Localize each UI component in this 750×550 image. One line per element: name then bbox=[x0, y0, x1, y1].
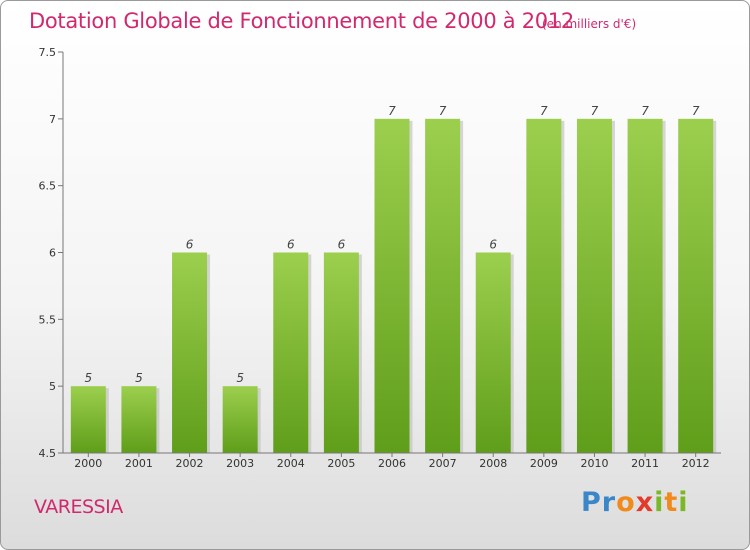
bar-value-label: 5 bbox=[84, 371, 92, 385]
bar-value-label: 7 bbox=[540, 104, 548, 118]
bar-value-label: 6 bbox=[338, 238, 346, 252]
unit-label: (en milliers d'€) bbox=[542, 17, 637, 31]
bar-value-label: 5 bbox=[135, 371, 143, 385]
bar bbox=[273, 252, 309, 453]
x-tick-label: 2012 bbox=[682, 457, 710, 470]
x-tick-label: 2004 bbox=[277, 457, 305, 470]
logo-letter: i bbox=[654, 487, 665, 518]
bar-value-label: 7 bbox=[692, 104, 700, 118]
y-tick-label: 6 bbox=[49, 247, 56, 260]
bar bbox=[576, 118, 612, 453]
y-tick-label: 7 bbox=[49, 113, 56, 126]
bar-value-label: 6 bbox=[489, 238, 497, 252]
bar bbox=[374, 118, 410, 453]
logo-letter: r bbox=[601, 487, 617, 518]
commune-name: VARESSIA bbox=[34, 496, 123, 518]
bar-value-label: 7 bbox=[591, 104, 599, 118]
x-tick-label: 2008 bbox=[479, 457, 507, 470]
bar bbox=[475, 252, 511, 453]
y-tick-label: 4.5 bbox=[39, 447, 57, 460]
logo-letter: P bbox=[581, 487, 602, 518]
logo-letter: x bbox=[635, 487, 655, 518]
bar-value-label: 6 bbox=[287, 238, 295, 252]
y-tick-label: 5 bbox=[49, 380, 56, 393]
x-tick-label: 2005 bbox=[327, 457, 355, 470]
logo-letter: i bbox=[678, 487, 689, 518]
x-tick-label: 2009 bbox=[530, 457, 558, 470]
bar-value-label: 7 bbox=[439, 104, 447, 118]
bar bbox=[526, 118, 562, 453]
bar bbox=[172, 252, 208, 453]
x-tick-label: 2010 bbox=[580, 457, 608, 470]
bar-value-label: 5 bbox=[236, 371, 244, 385]
x-tick-label: 2001 bbox=[125, 457, 153, 470]
x-tick-label: 2007 bbox=[429, 457, 457, 470]
y-tick-label: 5.5 bbox=[39, 313, 57, 326]
bar-value-label: 7 bbox=[388, 104, 396, 118]
bar bbox=[121, 386, 157, 453]
x-tick-label: 2002 bbox=[176, 457, 204, 470]
chart-title: Dotation Globale de Fonctionnement de 20… bbox=[29, 9, 574, 33]
bar bbox=[425, 118, 461, 453]
y-tick-label: 7.5 bbox=[39, 46, 57, 59]
logo-letter: t bbox=[664, 487, 679, 518]
proxiti-logo[interactable]: Proxiti bbox=[581, 487, 689, 518]
bar bbox=[627, 118, 663, 453]
x-tick-label: 2003 bbox=[226, 457, 254, 470]
bar-value-label: 6 bbox=[186, 238, 194, 252]
y-tick-label: 6.5 bbox=[39, 180, 57, 193]
bar bbox=[678, 118, 714, 453]
x-tick-label: 2011 bbox=[631, 457, 659, 470]
x-tick-label: 2000 bbox=[74, 457, 102, 470]
logo-letter: o bbox=[616, 487, 636, 518]
bar-value-label: 7 bbox=[641, 104, 649, 118]
bar bbox=[222, 386, 258, 453]
bar bbox=[323, 252, 359, 453]
x-tick-label: 2006 bbox=[378, 457, 406, 470]
bar bbox=[70, 386, 106, 453]
